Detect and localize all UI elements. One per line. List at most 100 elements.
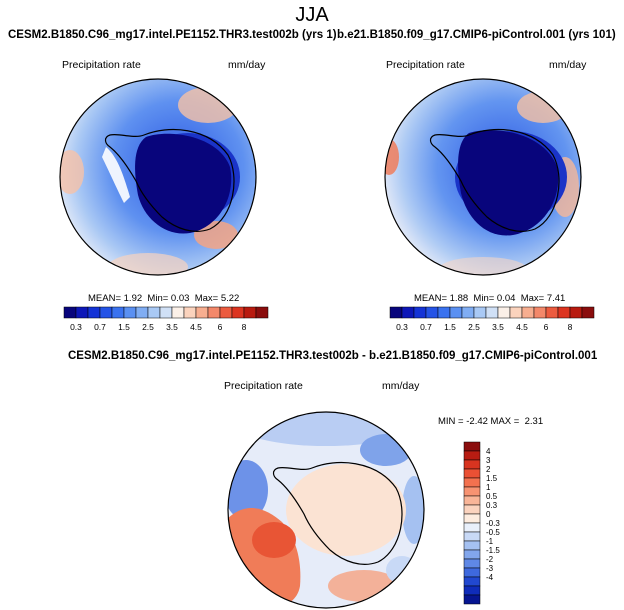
panel-1-colorbar-tick-label: 0.3 bbox=[70, 322, 82, 332]
panel-3-colorbar-tick-label: 0.5 bbox=[486, 492, 498, 501]
panel-2-colorbar-swatch bbox=[533, 306, 547, 319]
panel-3-antarctica-coastline bbox=[272, 461, 403, 565]
panel-3-colorbar-swatch bbox=[463, 558, 481, 569]
panel-2-colorbar-swatch bbox=[581, 306, 595, 319]
panel-1-min-value: 0.03 bbox=[170, 293, 190, 304]
panel-1-variable: Precipitation rate bbox=[62, 59, 141, 71]
panel-2-colorbar-swatch bbox=[425, 306, 439, 319]
panel-1-colorbar-swatch bbox=[123, 306, 137, 319]
panel-2-colorbar-swatch bbox=[545, 306, 559, 319]
panel-1-map-border bbox=[59, 78, 257, 276]
panel-3-max-value: 2.31 bbox=[524, 416, 544, 427]
panel-2-max-label: Max= bbox=[520, 293, 545, 304]
panel-2-colorbar-tick-label: 3.5 bbox=[492, 322, 504, 332]
panel-3-colorbar-tick-label: -4 bbox=[486, 573, 494, 582]
panel-2-units: mm/day bbox=[549, 59, 587, 71]
panel-3-colorbar-swatch bbox=[463, 567, 481, 578]
panel-1-colorbar-swatch bbox=[111, 306, 125, 319]
panel-1-colorbar-swatch bbox=[147, 306, 161, 319]
panel-1-colorbar-swatch bbox=[255, 306, 269, 319]
panel-3-colorbar-tick-label: 0.3 bbox=[486, 501, 498, 510]
panel-1-colorbar-swatch bbox=[207, 306, 221, 319]
panel-2-colorbar-swatch bbox=[449, 306, 463, 319]
panel-1-stats: MEAN= 1.92 Min= 0.03 Max= 5.22 bbox=[88, 293, 239, 304]
panel-3-colorbar-swatch bbox=[463, 576, 481, 587]
panel-2-wet-patch-w bbox=[385, 139, 399, 175]
panel-3-min-value: -2.42 bbox=[466, 416, 488, 427]
panel-2-mean-value: 1.88 bbox=[449, 293, 469, 304]
panel-3-colorbar-tick-label: 4 bbox=[486, 447, 491, 456]
panel-3-pos-continent bbox=[286, 464, 406, 556]
panel-1-max-label: Max= bbox=[194, 293, 219, 304]
panel-2-colorbar: 0.3 0.7 1.5 2.5 3.5 4.5 6 8 bbox=[389, 306, 595, 332]
panel-2-title: b.e21.B1850.f09_g17.CMIP6-piControl.001 … bbox=[337, 29, 616, 41]
panel-3-colorbar-swatch bbox=[463, 450, 481, 461]
panel-2-colorbar-swatch bbox=[485, 306, 499, 319]
panel-2-colorbar-swatch bbox=[389, 306, 403, 319]
panel-3-colorbar-swatch bbox=[463, 441, 481, 452]
panel-2-colorbar-tick-label: 4.5 bbox=[516, 322, 528, 332]
panel-2-min-label: Min= bbox=[473, 293, 495, 304]
panel-1-colorbar-swatch bbox=[219, 306, 233, 319]
panel-2-wet-patch-s bbox=[439, 257, 527, 275]
panel-2-colorbar-tick-label: 2.5 bbox=[468, 322, 480, 332]
panel-3-colorbar-tick-label: 3 bbox=[486, 456, 491, 465]
panel-2-colorbar-swatch bbox=[521, 306, 535, 319]
panel-1-max-value: 5.22 bbox=[220, 293, 240, 304]
panel-2-mean-label: MEAN= bbox=[414, 293, 447, 304]
panel-2-colorbar-swatch bbox=[473, 306, 487, 319]
panel-3-colorbar-swatch bbox=[463, 468, 481, 479]
panel-3-colorbar-swatch bbox=[463, 513, 481, 524]
panel-3-neg-patch-se bbox=[386, 556, 418, 584]
panel-2-dry-core bbox=[458, 130, 559, 236]
panel-3-colorbar-swatch bbox=[463, 585, 481, 596]
panel-1-colorbar-tick-label: 8 bbox=[242, 322, 247, 332]
panel-1-colorbar-tick-label: 0.7 bbox=[94, 322, 106, 332]
panel-3-colorbar-tick-label: -3 bbox=[486, 564, 494, 573]
panel-1-colorbar-swatch bbox=[195, 306, 209, 319]
panel-1-colorbar-swatch bbox=[135, 306, 149, 319]
panel-1-colorbar-tick-label: 1.5 bbox=[118, 322, 130, 332]
panel-2-min-value: 0.04 bbox=[496, 293, 516, 304]
panel-2-colorbar-swatch bbox=[557, 306, 571, 319]
panel-1-colorbar-tick-label: 4.5 bbox=[190, 322, 202, 332]
panel-1-colorbar: 0.3 0.7 1.5 2.5 3.5 4.5 6 8 bbox=[63, 306, 269, 332]
panel-3-colorbar-tick-label: -1.5 bbox=[486, 546, 500, 555]
panel-3-title: CESM2.B1850.C96_mg17.intel.PE1152.THR3.t… bbox=[68, 350, 598, 362]
panel-2-variable: Precipitation rate bbox=[386, 59, 465, 71]
panel-2-colorbar-swatch bbox=[437, 306, 451, 319]
panel-1-colorbar-swatch bbox=[159, 306, 173, 319]
panel-1-colorbar-tick-label: 2.5 bbox=[142, 322, 154, 332]
panel-3-colorbar-swatch bbox=[463, 486, 481, 497]
panel-2-colorbar-swatch bbox=[413, 306, 427, 319]
panel-1-min-label: Min= bbox=[147, 293, 169, 304]
panel-1-antarctica-coastline bbox=[104, 128, 235, 232]
panel-1-colorbar-swatch bbox=[63, 306, 77, 319]
panel-1-colorbar-swatch bbox=[243, 306, 257, 319]
panel-3-colorbar-tick-label: -2 bbox=[486, 555, 494, 564]
panel-1-colorbar-tick-label: 6 bbox=[218, 322, 223, 332]
panel-1-title: CESM2.B1850.C96_mg17.intel.PE1152.THR3.t… bbox=[8, 29, 337, 41]
panel-3-colorbar-tick-label: -1 bbox=[486, 537, 494, 546]
panel-2-colorbar-swatch bbox=[497, 306, 511, 319]
panel-1-colorbar-swatch bbox=[75, 306, 89, 319]
panel-1-wet-patch-w bbox=[60, 150, 84, 194]
panel-3-colorbar-swatch bbox=[463, 504, 481, 515]
panel-3-colorbar-tick-label: -0.3 bbox=[486, 519, 500, 528]
panel-3-variable: Precipitation rate bbox=[224, 380, 303, 392]
panel-3-colorbar-swatch bbox=[463, 594, 481, 605]
panel-2-colorbar-tick-label: 0.7 bbox=[420, 322, 432, 332]
panel-1-wet-patch-se bbox=[194, 221, 238, 249]
panel-3-map bbox=[227, 411, 425, 609]
panel-3-colorbar-swatch bbox=[463, 549, 481, 560]
panel-2-map-border bbox=[384, 78, 582, 276]
panel-3-colorbar-tick-label: 2 bbox=[486, 465, 491, 474]
panel-2-stats: MEAN= 1.88 Min= 0.04 Max= 7.41 bbox=[414, 293, 565, 304]
panel-3-neg-patch-e bbox=[402, 476, 424, 544]
panel-3-colorbar-tick-label: -0.5 bbox=[486, 528, 500, 537]
panel-1-peninsula-band bbox=[102, 147, 130, 203]
page-title: JJA bbox=[295, 4, 329, 26]
panel-3-stats: MIN = -2.42 MAX = 2.31 bbox=[438, 416, 543, 427]
panel-1-map bbox=[59, 78, 257, 276]
